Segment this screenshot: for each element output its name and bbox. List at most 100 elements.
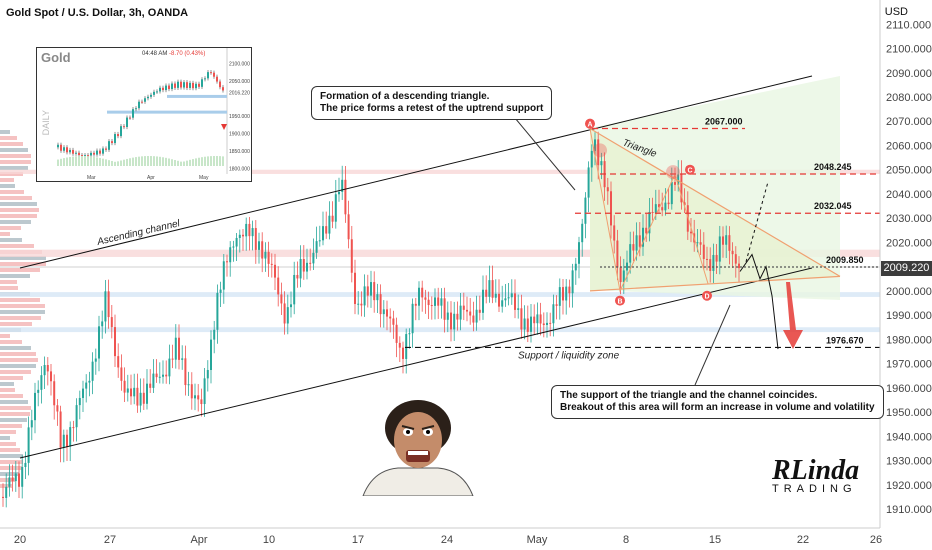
- candle-body: [510, 293, 513, 298]
- inset-change: -8.70 (0.43%): [169, 51, 206, 57]
- inset-candle: [87, 155, 89, 157]
- candle-body: [734, 254, 737, 264]
- candle-body: [34, 392, 36, 421]
- candle-body: [110, 317, 113, 328]
- candle-body: [194, 395, 196, 399]
- candle-body: [197, 395, 200, 400]
- candle-body: [555, 304, 558, 306]
- volume-bar: [0, 376, 23, 380]
- inset-volume: [189, 159, 191, 166]
- candle-body: [542, 323, 545, 326]
- inset-candle: [81, 155, 83, 157]
- candle-body: [594, 139, 596, 151]
- candle-body: [280, 294, 283, 304]
- candle-body: [674, 182, 676, 185]
- candle-body: [219, 289, 222, 293]
- candle-body: [635, 235, 638, 251]
- currency-label: USD: [884, 6, 908, 18]
- inset-candle: [210, 72, 212, 74]
- candle-body: [446, 312, 449, 320]
- candle-body: [622, 270, 625, 283]
- candle-body: [648, 211, 651, 234]
- candle-body: [82, 388, 84, 398]
- candle-body: [642, 227, 644, 247]
- candle-body: [18, 473, 20, 487]
- inset-zone: [107, 110, 227, 114]
- candle-body: [645, 227, 648, 234]
- candle-body: [520, 308, 523, 330]
- candle-body: [315, 241, 318, 253]
- channel-lower-line: [19, 267, 813, 459]
- candle-body: [654, 204, 657, 214]
- candle-body: [398, 342, 401, 348]
- candle-body: [597, 139, 600, 166]
- inset-volume: [102, 158, 104, 166]
- volume-bar: [0, 280, 17, 284]
- candle-body: [107, 291, 110, 318]
- candle-body: [587, 167, 590, 198]
- y-tick-label: 1960.000: [886, 383, 932, 395]
- volume-bar: [0, 412, 30, 416]
- candle-body: [658, 204, 660, 208]
- candle-body: [59, 411, 62, 448]
- candle-body: [475, 309, 478, 323]
- inset-candle: [207, 72, 209, 79]
- inset-volume: [75, 156, 77, 166]
- inset-volume: [138, 156, 140, 166]
- candle-body: [149, 383, 152, 388]
- inset-volume: [69, 156, 71, 166]
- y-tick-label: 1970.000: [886, 359, 932, 371]
- candle-body: [434, 297, 436, 306]
- volume-bar: [0, 166, 28, 170]
- candle-body: [146, 383, 148, 404]
- inset-volume: [213, 156, 215, 166]
- volume-bar: [0, 142, 23, 146]
- candle-body: [75, 405, 78, 428]
- x-tick-label: 22: [797, 534, 809, 546]
- candle-body: [683, 202, 686, 206]
- candle-body: [229, 247, 232, 263]
- candle-body: [94, 358, 97, 362]
- y-tick-label: 1940.000: [886, 431, 932, 443]
- inset-zone: [167, 94, 227, 98]
- candle-body: [536, 314, 539, 324]
- candle-body: [616, 240, 619, 268]
- candle-body: [120, 367, 123, 381]
- candle-body: [702, 244, 705, 259]
- pivot-label: C: [687, 168, 692, 175]
- inset-volume: [165, 157, 167, 166]
- inset-candle: [156, 91, 158, 93]
- pivot-label: D: [704, 294, 709, 301]
- inset-volume: [87, 156, 89, 166]
- candle-body: [171, 358, 174, 360]
- inset-candle: [63, 147, 65, 151]
- horizontal-zones: [0, 169, 880, 333]
- candle-body: [331, 215, 334, 222]
- pivot-marker: [702, 290, 712, 301]
- y-tick-label: 2000.000: [886, 286, 932, 298]
- inset-candle: [111, 141, 113, 144]
- candle-body: [731, 250, 734, 255]
- candle-body: [62, 434, 65, 448]
- inset-candle: [78, 152, 80, 156]
- volume-bar: [0, 244, 34, 248]
- inset-volume: [153, 156, 155, 166]
- candle-body: [418, 287, 420, 306]
- inset-volume: [204, 156, 206, 166]
- candle-body: [584, 197, 587, 224]
- volume-bar: [0, 196, 32, 200]
- inset-y-tick: 2050.000: [229, 79, 250, 85]
- inset-candle: [144, 98, 146, 102]
- volume-bar: [0, 454, 23, 458]
- volume-bar: [0, 160, 31, 164]
- level-label: 2032.045: [814, 201, 852, 211]
- candle-body: [184, 358, 187, 386]
- candle-body: [136, 387, 139, 406]
- candle-body: [437, 297, 440, 306]
- inset-candle: [150, 94, 152, 97]
- volume-bar: [0, 364, 36, 368]
- candle-body: [226, 261, 228, 263]
- candle-body: [30, 420, 33, 428]
- candle-body: [738, 263, 740, 269]
